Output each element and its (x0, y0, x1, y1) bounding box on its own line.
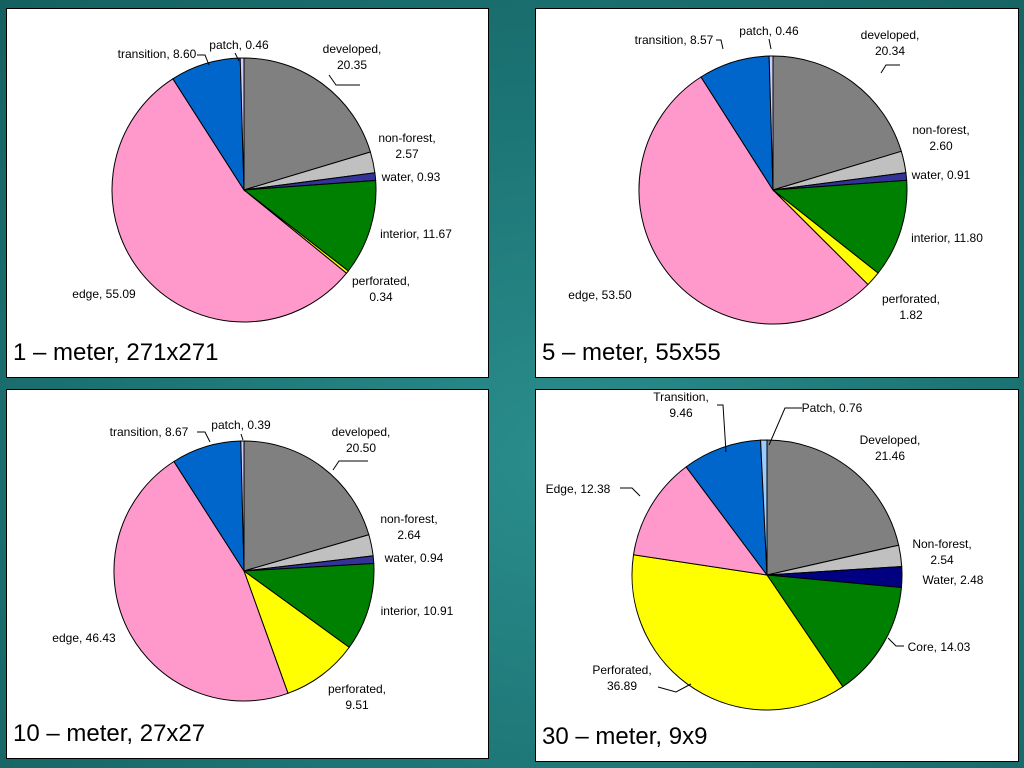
data-label-patch: patch, 0.39 (211, 418, 271, 432)
leader-line (234, 52, 240, 62)
data-label-developed: developed, 20.50 (332, 425, 391, 455)
leader-line (332, 460, 368, 471)
leader-line (768, 407, 802, 446)
pie-panel-10m: developed, 20.50 non-forest, 2.64 water, 0.9… (6, 389, 489, 759)
leader-line (197, 431, 211, 443)
data-label-interior: interior, 11.80 (911, 231, 983, 245)
chart-caption-30m: 30 – meter, 9x9 (542, 723, 708, 750)
pie-chart-5m: developed, 20.34 non-forest, 2.60 water, 0.9… (568, 24, 983, 325)
data-label-perforated: Perforated, 36.89 (592, 663, 651, 693)
data-label-patch: Patch, 0.76 (802, 401, 863, 415)
pie-slice-edge (111, 78, 348, 323)
data-label-core: Core, 14.03 (908, 640, 971, 654)
pie-slice-edge (632, 466, 769, 576)
data-label-non-forest: non-forest, 2.57 (378, 131, 435, 161)
pie-panel-30m: Developed, 21.46 Non-forest, 2.54 Water, 2.4… (535, 389, 1019, 762)
leader-line (197, 54, 210, 66)
data-label-interior: interior, 10.91 (381, 604, 454, 618)
pie-slice-patch (760, 439, 768, 576)
data-label-perforated: perforated, 9.51 (328, 682, 386, 712)
data-label-edge: edge, 53.50 (568, 288, 632, 302)
chart-caption-1m: 1 – meter, 271x271 (13, 339, 219, 366)
pie-chart-30m: Developed, 21.46 Non-forest, 2.54 Water, 2.4… (546, 390, 984, 711)
data-label-water: water, 0.93 (381, 170, 441, 184)
data-label-transition: Transition, 9.46 (653, 390, 709, 420)
data-label-transition: transition, 8.67 (110, 425, 189, 439)
data-label-edge: edge, 55.09 (72, 287, 136, 301)
leader-line (887, 637, 904, 647)
leader-line (240, 433, 244, 441)
pie-slice-patch (768, 55, 774, 191)
leader-line (716, 39, 724, 50)
data-label-developed: developed, 20.34 (861, 28, 920, 58)
data-label-water: water, 0.91 (911, 168, 971, 182)
pie-slice-developed (766, 439, 900, 576)
data-label-water: water, 0.94 (384, 551, 444, 565)
pie-panel-1m: developed, 20.35 non-forest, 2.57 water, 0.9… (6, 8, 489, 378)
data-label-edge: edge, 46.43 (52, 631, 116, 645)
chart-caption-5m: 5 – meter, 55x55 (542, 339, 721, 366)
leader-line (657, 683, 692, 693)
data-label-developed: developed, 20.35 (323, 42, 382, 72)
leader-line (717, 404, 727, 453)
leader-line (880, 64, 900, 74)
leader-line (768, 38, 772, 50)
pie-slice-developed (243, 440, 370, 572)
data-label-non-forest: non-forest, 2.60 (912, 123, 969, 153)
pie-slice-perforated (242, 569, 350, 694)
data-label-patch: patch, 0.46 (739, 24, 799, 38)
data-label-transition: transition, 8.60 (118, 47, 197, 61)
leader-line (620, 487, 641, 497)
data-label-water: Water, 2.48 (923, 573, 984, 587)
pie-slice-developed (243, 57, 372, 191)
data-label-transition: transition, 8.57 (635, 33, 714, 47)
pie-slice-perforated (631, 554, 844, 711)
data-label-perforated: perforated, 0.34 (352, 274, 410, 304)
pie-panel-5m: developed, 20.34 non-forest, 2.60 water, 0.9… (535, 8, 1019, 378)
pie-chart-10m: developed, 20.50 non-forest, 2.64 water, 0.9… (52, 418, 454, 712)
pie-slice-transition (685, 439, 768, 577)
pie-slice-core (765, 574, 902, 688)
chart-caption-10m: 10 – meter, 27x27 (13, 720, 206, 747)
pie-slice-edge (638, 76, 869, 325)
pie-slice-patch (240, 440, 245, 572)
data-label-perforated: perforated, 1.82 (882, 292, 940, 322)
pie-slice-patch (239, 57, 245, 191)
pie-slice-developed (772, 55, 902, 191)
data-label-interior: interior, 11.67 (380, 227, 452, 241)
pie-slice-interior (771, 179, 908, 274)
leader-line (328, 74, 360, 86)
data-label-developed: Developed, 21.46 (860, 433, 921, 463)
data-label-patch: patch, 0.46 (209, 38, 269, 52)
pie-slice-edge (113, 460, 289, 702)
pie-slice-interior (242, 179, 377, 272)
pie-chart-1m: developed, 20.35 non-forest, 2.57 water, 0.9… (72, 38, 452, 323)
data-label-non-forest: Non-forest, 2.54 (912, 537, 971, 567)
data-label-edge: Edge, 12.38 (546, 482, 611, 496)
data-label-non-forest: non-forest, 2.64 (380, 512, 437, 542)
pie-slice-interior (242, 562, 375, 649)
